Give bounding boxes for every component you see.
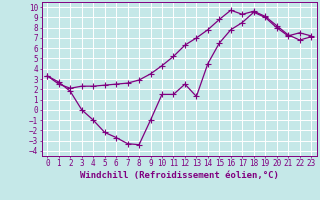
X-axis label: Windchill (Refroidissement éolien,°C): Windchill (Refroidissement éolien,°C)	[80, 171, 279, 180]
